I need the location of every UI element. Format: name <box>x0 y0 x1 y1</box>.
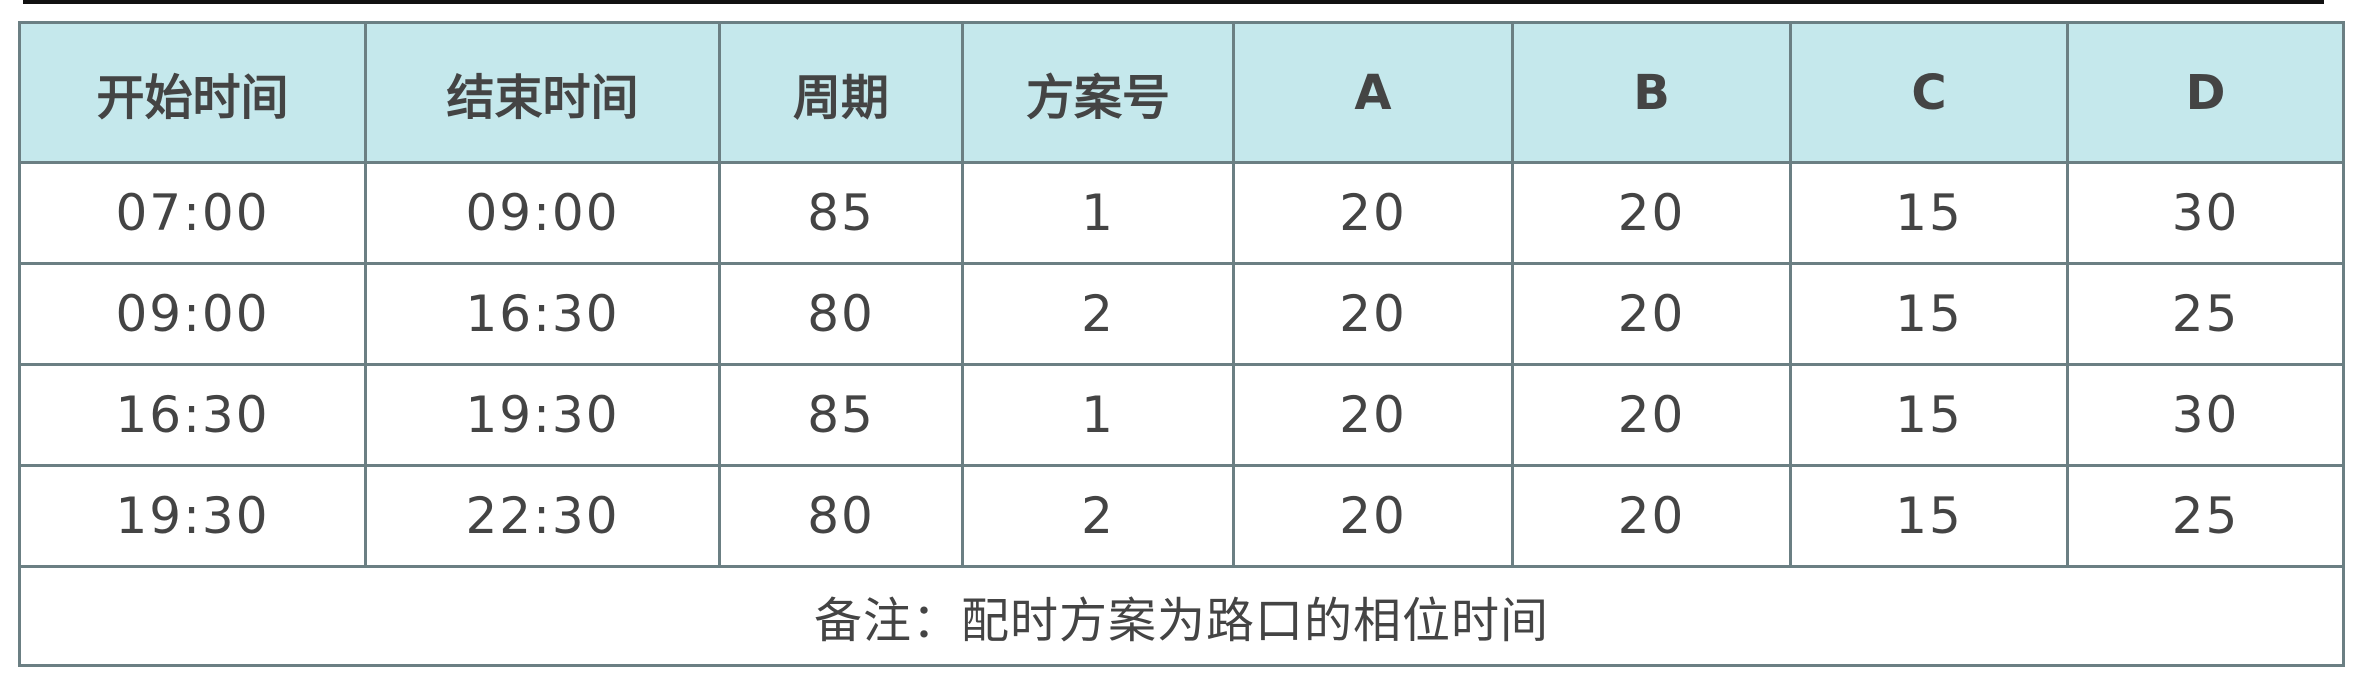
table-row: 09:00 16:30 80 2 20 20 15 25 <box>18 262 2345 366</box>
table-cell: 20 <box>1511 363 1792 467</box>
table-cell: 1 <box>961 363 1235 467</box>
table-cell: 30 <box>2066 363 2345 467</box>
header-phase-a: A <box>1232 21 1514 164</box>
note-row: 备注：配时方案为路口的相位时间 <box>18 565 2345 667</box>
top-rule <box>23 0 2324 4</box>
table-row: 16:30 19:30 85 1 20 20 15 30 <box>18 363 2345 467</box>
table-cell: 15 <box>1789 262 2069 366</box>
table-cell: 15 <box>1789 464 2069 568</box>
table-cell: 20 <box>1232 363 1514 467</box>
table-cell: 80 <box>718 262 964 366</box>
header-phase-d: D <box>2066 21 2345 164</box>
table-cell: 2 <box>961 464 1235 568</box>
table-cell: 15 <box>1789 363 2069 467</box>
table-cell: 25 <box>2066 464 2345 568</box>
table-cell: 16:30 <box>18 363 367 467</box>
table-cell: 30 <box>2066 161 2345 265</box>
table-cell: 19:30 <box>18 464 367 568</box>
header-end-time: 结束时间 <box>364 21 721 164</box>
table-cell: 20 <box>1232 262 1514 366</box>
table-cell: 20 <box>1511 464 1792 568</box>
table-cell: 85 <box>718 363 964 467</box>
header-phase-c: C <box>1789 21 2069 164</box>
header-row: 开始时间 结束时间 周期 方案号 A B C D <box>18 21 2345 164</box>
table-cell: 85 <box>718 161 964 265</box>
table-cell: 20 <box>1511 262 1792 366</box>
timing-plan-table: 开始时间 结束时间 周期 方案号 A B C D 07:00 09:00 85 1 20… <box>18 21 2345 667</box>
table-note: 备注：配时方案为路口的相位时间 <box>18 565 2345 667</box>
header-plan-number: 方案号 <box>961 21 1235 164</box>
table-cell: 20 <box>1232 161 1514 265</box>
table-cell: 22:30 <box>364 464 721 568</box>
table-cell: 07:00 <box>18 161 367 265</box>
table-cell: 25 <box>2066 262 2345 366</box>
header-cycle: 周期 <box>718 21 964 164</box>
table-cell: 15 <box>1789 161 2069 265</box>
header-phase-b: B <box>1511 21 1792 164</box>
table-cell: 80 <box>718 464 964 568</box>
table-row: 07:00 09:00 85 1 20 20 15 30 <box>18 161 2345 265</box>
table-cell: 16:30 <box>364 262 721 366</box>
table-cell: 2 <box>961 262 1235 366</box>
table-row: 19:30 22:30 80 2 20 20 15 25 <box>18 464 2345 568</box>
table-cell: 09:00 <box>364 161 721 265</box>
table-cell: 19:30 <box>364 363 721 467</box>
table-cell: 1 <box>961 161 1235 265</box>
table-cell: 20 <box>1232 464 1514 568</box>
header-start-time: 开始时间 <box>18 21 367 164</box>
table-cell: 20 <box>1511 161 1792 265</box>
table-cell: 09:00 <box>18 262 367 366</box>
